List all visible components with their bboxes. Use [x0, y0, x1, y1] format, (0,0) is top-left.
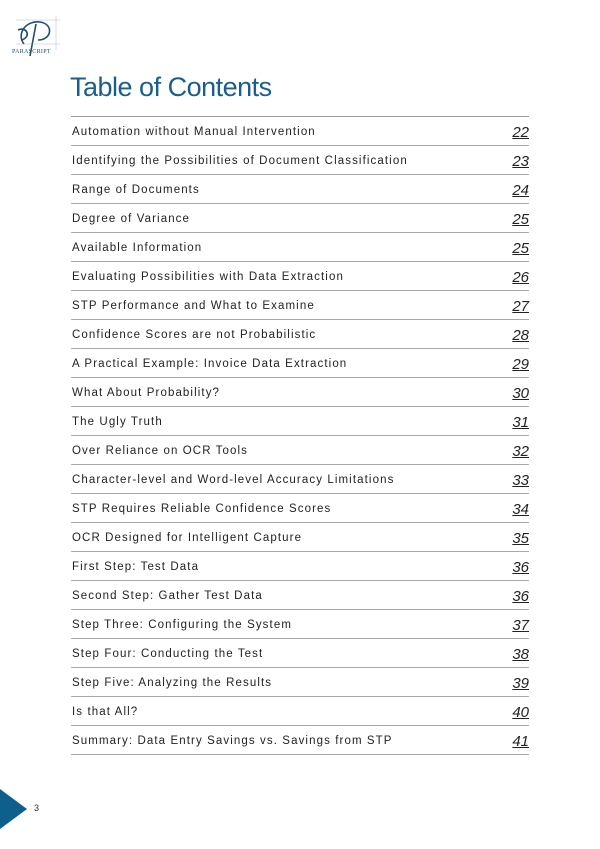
toc-entry[interactable]: STP Performance and What to Examine 27: [71, 291, 529, 320]
toc-entry[interactable]: STP Requires Reliable Confidence Scores 3…: [71, 494, 529, 523]
toc-entry-page[interactable]: 23: [512, 153, 529, 170]
toc-entry[interactable]: Character-level and Word-level Accuracy …: [71, 465, 529, 494]
toc-entry[interactable]: Available Information 25: [71, 233, 529, 262]
toc-entry-label[interactable]: Step Five: Analyzing the Results: [72, 677, 273, 689]
toc-entry[interactable]: Automation without Manual Intervention 22: [71, 117, 529, 146]
toc-entry-page[interactable]: 28: [512, 327, 529, 344]
toc-entry[interactable]: Degree of Variance 25: [71, 204, 529, 233]
toc-entry[interactable]: Identifying the Possibilities of Documen…: [71, 146, 529, 175]
toc-entry[interactable]: Step Four: Conducting the Test 38: [71, 639, 529, 668]
toc-entry[interactable]: OCR Designed for Intelligent Capture 35: [71, 523, 529, 552]
toc-entry[interactable]: Range of Documents 24: [71, 175, 529, 204]
toc-entry-page[interactable]: 36: [512, 559, 529, 576]
parascript-logo: [16, 16, 60, 57]
toc-entry-label[interactable]: Range of Documents: [72, 184, 200, 196]
toc-entry-label[interactable]: What About Probability?: [72, 387, 221, 399]
toc-entry-label[interactable]: Evaluating Possibilities with Data Extra…: [72, 271, 344, 283]
toc-entry[interactable]: Is that All? 40: [71, 697, 529, 726]
toc-entry[interactable]: Step Five: Analyzing the Results 39: [71, 668, 529, 697]
toc-entry[interactable]: The Ugly Truth 31: [71, 407, 529, 436]
toc-entry-page[interactable]: 25: [512, 240, 529, 257]
toc-entry-page[interactable]: 32: [512, 443, 529, 460]
toc-entry-label[interactable]: Step Four: Conducting the Test: [72, 648, 264, 660]
toc-entry-label[interactable]: STP Performance and What to Examine: [72, 300, 315, 312]
toc-entry[interactable]: First Step: Test Data 36: [71, 552, 529, 581]
toc-entry-label[interactable]: Degree of Variance: [72, 213, 191, 225]
toc-entry-label[interactable]: Identifying the Possibilities of Documen…: [72, 155, 408, 167]
toc-entry-label[interactable]: First Step: Test Data: [72, 561, 200, 573]
toc-entry-label[interactable]: Summary: Data Entry Savings vs. Savings …: [72, 735, 393, 747]
toc-entry-label[interactable]: Second Step: Gather Test Data: [72, 590, 263, 602]
table-of-contents: Automation without Manual Intervention 22…: [71, 116, 529, 755]
toc-entry-page[interactable]: 33: [512, 472, 529, 489]
logo-wordmark: PARASCRIPT: [12, 49, 51, 55]
toc-entry[interactable]: A Practical Example: Invoice Data Extrac…: [71, 349, 529, 378]
toc-entry-label[interactable]: Step Three: Configuring the System: [72, 619, 293, 631]
toc-entry[interactable]: Summary: Data Entry Savings vs. Savings …: [71, 726, 529, 755]
toc-entry-page[interactable]: 37: [512, 617, 529, 634]
toc-entry-label[interactable]: Over Reliance on OCR Tools: [72, 445, 249, 457]
toc-entry-page[interactable]: 35: [512, 530, 529, 547]
toc-entry-label[interactable]: STP Requires Reliable Confidence Scores: [72, 503, 332, 515]
toc-entry-page[interactable]: 31: [512, 414, 529, 431]
toc-entry[interactable]: Over Reliance on OCR Tools 32: [71, 436, 529, 465]
toc-entry-label[interactable]: Automation without Manual Intervention: [72, 126, 316, 138]
toc-entry-label[interactable]: Is that All?: [72, 706, 139, 718]
page-title: Table of Contents: [70, 72, 272, 102]
toc-entry-page[interactable]: 41: [512, 733, 529, 750]
toc-entry[interactable]: Confidence Scores are not Probabilistic 2…: [71, 320, 529, 349]
toc-entry[interactable]: What About Probability? 30: [71, 378, 529, 407]
toc-entry-page[interactable]: 25: [512, 211, 529, 228]
toc-entry[interactable]: Evaluating Possibilities with Data Extra…: [71, 262, 529, 291]
toc-entry[interactable]: Step Three: Configuring the System 37: [71, 610, 529, 639]
toc-entry-label[interactable]: A Practical Example: Invoice Data Extrac…: [72, 358, 348, 370]
toc-entry-label[interactable]: The Ugly Truth: [72, 416, 163, 428]
toc-entry-page[interactable]: 36: [512, 588, 529, 605]
page-marker-triangle: [0, 789, 27, 829]
toc-entry-page[interactable]: 29: [512, 356, 529, 373]
toc-entry-label[interactable]: OCR Designed for Intelligent Capture: [72, 532, 303, 544]
page-number: 3: [34, 803, 40, 813]
toc-entry-label[interactable]: Confidence Scores are not Probabilistic: [72, 329, 317, 341]
toc-entry-page[interactable]: 30: [512, 385, 529, 402]
toc-entry-page[interactable]: 26: [512, 269, 529, 286]
toc-entry-page[interactable]: 39: [512, 675, 529, 692]
toc-entry-page[interactable]: 38: [512, 646, 529, 663]
toc-entry-label[interactable]: Character-level and Word-level Accuracy …: [72, 474, 395, 486]
toc-entry-page[interactable]: 22: [512, 124, 529, 141]
toc-entry-page[interactable]: 34: [512, 501, 529, 518]
toc-entry-label[interactable]: Available Information: [72, 242, 203, 254]
toc-entry[interactable]: Second Step: Gather Test Data 36: [71, 581, 529, 610]
toc-entry-page[interactable]: 24: [512, 182, 529, 199]
toc-entry-page[interactable]: 40: [512, 704, 529, 721]
toc-entry-page[interactable]: 27: [512, 298, 529, 315]
